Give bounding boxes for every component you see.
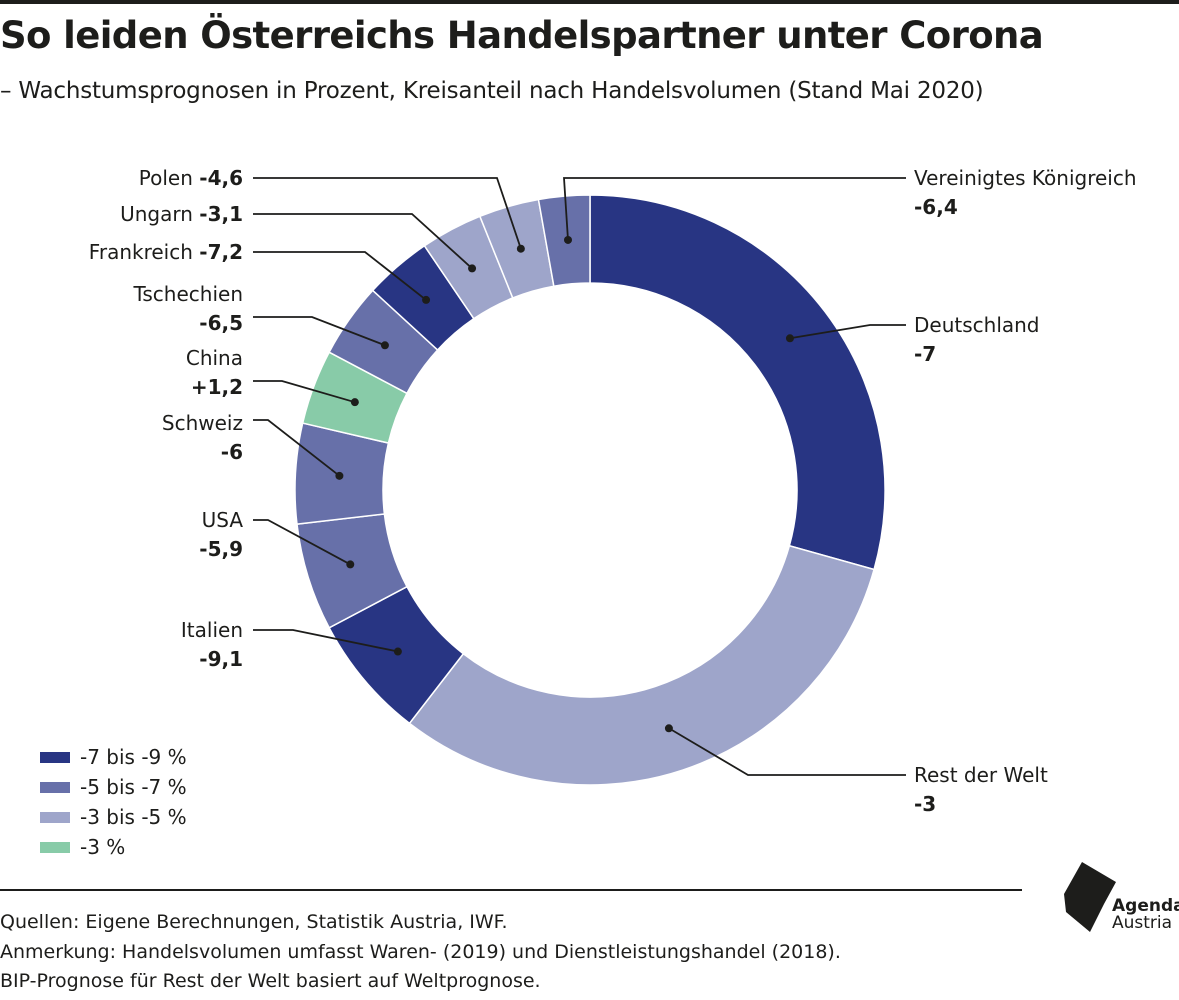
- slice-name: Vereinigtes Königreich: [914, 166, 1137, 190]
- leader-line: [789, 324, 906, 340]
- slice-name: Ungarn: [120, 202, 199, 226]
- slice-value: -6: [221, 440, 243, 464]
- agenda-austria-logo: Agenda Austria: [1060, 858, 1179, 938]
- slice-name: Tschechien: [132, 282, 243, 306]
- slice-name: Deutschland: [914, 313, 1040, 337]
- leader-line: [668, 727, 906, 776]
- slice-labels: Deutschland -7 Rest der Welt -3 Italien -9,1 U…: [89, 166, 1137, 816]
- slice-name: USA: [202, 508, 244, 532]
- legend-item: -3 bis -5 %: [40, 802, 187, 832]
- note-sources: Quellen: Eigene Berechnungen, Statistik …: [0, 911, 508, 933]
- slice-value: -6,4: [914, 195, 958, 219]
- legend-label: -3 %: [80, 835, 126, 859]
- donut-slices: [294, 194, 886, 786]
- leader-line: [253, 251, 427, 301]
- leader-line: [253, 316, 386, 347]
- legend-label: -5 bis -7 %: [80, 775, 187, 799]
- slice-value: +1,2: [191, 375, 243, 399]
- slice-label: Ungarn -3,1: [120, 202, 243, 226]
- donut-chart: Deutschland -7 Rest der Welt -3 Italien -9,1 U…: [89, 166, 1137, 816]
- slice-value: -4,6: [199, 166, 243, 190]
- leader-line: [253, 213, 473, 270]
- slice-deutschland: [589, 194, 886, 571]
- slice-name: Schweiz: [162, 411, 243, 435]
- note-gdp: BIP-Prognose für Rest der Welt basiert a…: [0, 970, 541, 992]
- leader-line: [563, 177, 906, 241]
- leader-line: [253, 380, 356, 404]
- slice-name: Frankreich: [89, 240, 199, 264]
- legend-item: -3 %: [40, 832, 187, 862]
- leader-line: [253, 177, 522, 249]
- slice-label: Frankreich -7,2: [89, 240, 243, 264]
- leader-line: [253, 519, 351, 566]
- slice-value: -7: [914, 342, 936, 366]
- legend-swatch: [40, 751, 70, 763]
- legend-item: -7 bis -9 %: [40, 742, 187, 772]
- slice-value: -5,9: [199, 537, 243, 561]
- slice-value: -3: [914, 792, 936, 816]
- slice-value: -9,1: [199, 647, 243, 671]
- slice-name: Rest der Welt: [914, 763, 1048, 787]
- legend-swatch: [40, 781, 70, 793]
- chart-title: So leiden Österreichs Handelspartner unt…: [0, 14, 1044, 57]
- legend-label: -7 bis -9 %: [80, 745, 187, 769]
- legend: -7 bis -9 % -5 bis -7 % -3 bis -5 % -3 %: [40, 742, 187, 862]
- legend-item: -5 bis -7 %: [40, 772, 187, 802]
- leader-line: [253, 419, 340, 477]
- logo-line1: Agenda: [1112, 896, 1179, 916]
- slice-label: Polen -4,6: [139, 166, 243, 190]
- logo-mark-icon: [1064, 862, 1116, 932]
- slice-name: China: [186, 346, 243, 370]
- slice-name: Italien: [181, 618, 243, 642]
- logo-line2: Austria: [1112, 913, 1173, 933]
- legend-swatch: [40, 811, 70, 823]
- slice-value: -7,2: [199, 240, 243, 264]
- slice-value: -3,1: [199, 202, 243, 226]
- leader-lines: [253, 177, 906, 776]
- note-remark: Anmerkung: Handelsvolumen umfasst Waren-…: [0, 940, 841, 963]
- source-notes: Quellen: Eigene Berechnungen, Statistik …: [0, 908, 841, 997]
- top-rule: [0, 0, 1179, 4]
- legend-swatch: [40, 841, 70, 853]
- legend-label: -3 bis -5 %: [80, 805, 187, 829]
- leader-line: [253, 629, 399, 653]
- chart-subtitle: – Wachstumsprognosen in Prozent, Kreisan…: [0, 78, 984, 104]
- slice-value: -6,5: [199, 311, 243, 335]
- footer-rule: [0, 889, 1022, 891]
- slice-rest-der-welt: [408, 544, 876, 786]
- slice-name: Polen: [139, 166, 199, 190]
